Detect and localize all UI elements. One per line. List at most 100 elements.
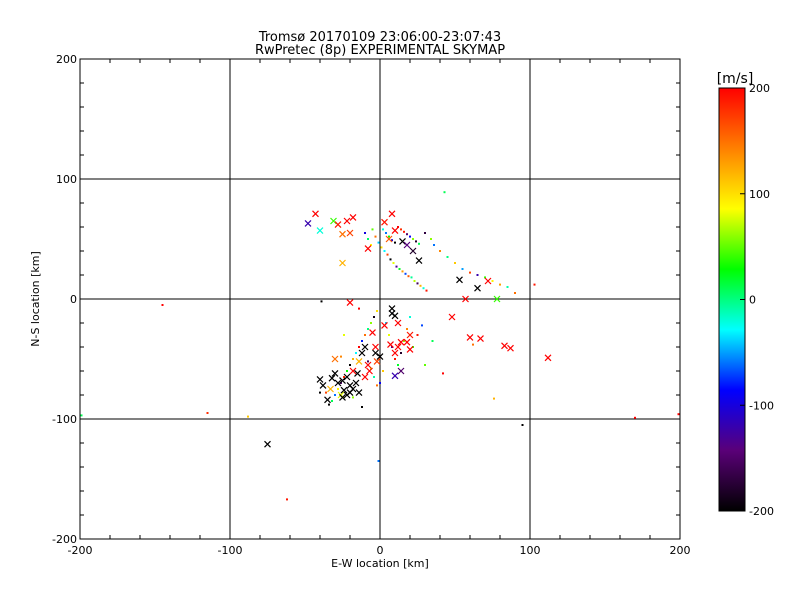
data-point-dot: [422, 287, 425, 290]
data-point-cross: [403, 338, 411, 346]
data-point-dot: [80, 414, 83, 417]
data-point-dot: [476, 274, 479, 276]
data-point-dot: [379, 382, 381, 384]
data-point-cross: [387, 341, 394, 349]
data-point-dot: [370, 244, 372, 246]
data-point-cross: [381, 218, 388, 226]
data-point-dot: [370, 322, 372, 324]
data-point-cross: [477, 335, 484, 343]
data-point-cross: [507, 344, 514, 352]
data-point-cross: [358, 349, 366, 357]
y-axis-ticks: -200 -100 0 100 200: [52, 53, 680, 546]
data-point-dot: [337, 388, 339, 390]
data-point-dot: [415, 240, 417, 243]
data-point-dot: [409, 235, 411, 238]
data-point-dot: [395, 265, 398, 268]
data-point-dot: [421, 324, 423, 327]
data-point-dot: [416, 334, 419, 336]
data-point-cross: [376, 353, 384, 361]
data-point-dot: [446, 256, 449, 258]
data-point-dot: [320, 300, 323, 303]
data-point-cross: [462, 295, 469, 303]
data-point-dot: [403, 340, 405, 342]
data-point-cross: [316, 227, 324, 235]
data-point-cross: [361, 373, 369, 381]
data-point-cross: [373, 357, 381, 365]
data-point-cross: [355, 357, 363, 365]
data-point-cross: [474, 284, 481, 292]
colorbar-tick-label: 0: [749, 294, 756, 307]
data-point-dot: [334, 394, 336, 396]
data-point-cross: [391, 349, 399, 357]
data-point-dot: [454, 262, 456, 264]
data-point-cross: [397, 367, 405, 375]
data-point-cross: [312, 210, 319, 218]
data-point-dot: [404, 272, 407, 275]
data-point-dot: [398, 268, 401, 270]
data-point-dot: [406, 233, 408, 236]
data-point-cross: [346, 229, 354, 237]
data-point-dot: [331, 400, 333, 402]
data-point-cross: [385, 235, 393, 243]
colorbar-tick-label: 200: [749, 82, 770, 95]
y-tick-label: 0: [70, 293, 77, 306]
data-point-dot: [392, 262, 395, 264]
data-point-cross: [331, 355, 339, 363]
data-point-dot: [472, 343, 474, 346]
data-point-cross: [343, 373, 351, 381]
data-point-dot: [430, 238, 432, 240]
data-point-dot: [373, 376, 375, 378]
y-tick-label: -100: [52, 413, 77, 426]
data-point-cross: [381, 321, 388, 329]
data-point-cross: [328, 374, 336, 382]
data-point-cross: [456, 276, 463, 284]
colorbar-tick-label: -100: [749, 399, 774, 412]
y-tick-label: 100: [56, 173, 77, 186]
data-point-cross: [364, 361, 372, 369]
y-tick-label: 200: [56, 53, 77, 66]
x-tick-label: 200: [670, 544, 691, 557]
data-point-cross: [343, 217, 351, 225]
data-point-dot: [406, 328, 408, 330]
data-point-cross: [346, 299, 354, 307]
data-point-dot: [443, 191, 446, 194]
data-point-cross: [397, 338, 405, 346]
data-point-cross: [339, 259, 346, 267]
data-point-dot: [386, 253, 389, 256]
data-point-cross: [501, 342, 508, 350]
colorbar-tick-label: 100: [749, 188, 770, 201]
data-point-dot: [343, 334, 345, 336]
data-point-dot: [410, 276, 413, 279]
data-point-dot: [394, 358, 396, 360]
data-point-dot: [358, 346, 360, 348]
data-point-dot: [377, 460, 380, 462]
data-point-cross: [316, 375, 324, 383]
data-point-dot: [506, 286, 509, 288]
data-point-dot: [521, 424, 524, 426]
data-point-dot: [391, 346, 393, 348]
data-point-dot: [419, 284, 422, 287]
data-point-dot: [469, 271, 471, 274]
data-point-dot: [161, 304, 164, 306]
data-point-dot: [380, 246, 383, 249]
data-point-dot: [413, 280, 416, 282]
data-point-dot: [499, 283, 501, 286]
data-point-cross: [330, 217, 337, 225]
data-point-dot: [484, 276, 486, 279]
data-point-cross: [415, 257, 423, 265]
data-point-cross: [466, 333, 474, 341]
data-point-dot: [286, 498, 288, 501]
data-point-dot: [409, 316, 411, 318]
data-point-dot: [400, 352, 402, 354]
data-point-cross: [391, 372, 399, 380]
data-point-cross: [327, 385, 334, 393]
data-point-cross: [366, 367, 373, 375]
data-point-dot: [442, 372, 444, 375]
data-point-dot: [416, 282, 419, 285]
data-point-cross: [319, 381, 327, 389]
data-point-cross: [391, 312, 399, 320]
data-point-cross: [324, 396, 331, 404]
data-point-dot: [424, 364, 426, 366]
data-point-dot: [397, 226, 399, 228]
data-point-dot: [397, 364, 399, 366]
